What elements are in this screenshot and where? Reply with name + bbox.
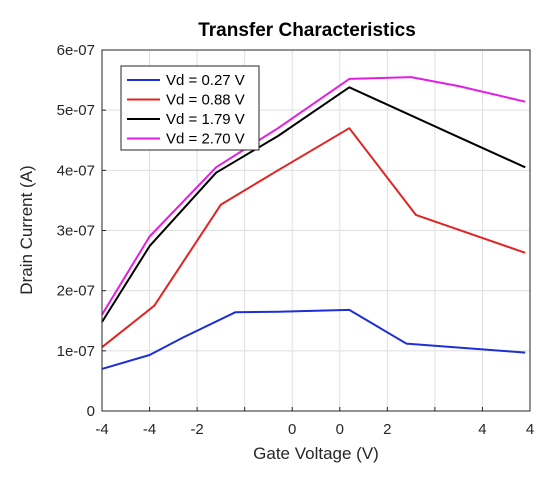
x-tick-label: 4 <box>526 421 534 438</box>
x-tick-label: -2 <box>190 421 203 438</box>
series-line-1 <box>101 308 526 370</box>
x-tick-label: 2 <box>383 421 391 438</box>
legend: Vd = 0.27 V Vd = 0.88 V Vd = 1.79 V Vd = 2.… <box>120 65 260 151</box>
y-tick-label: 5e-07 <box>57 102 95 119</box>
series-lines <box>101 76 526 370</box>
x-tick-label: -4 <box>95 421 108 438</box>
x-tick-label: 0 <box>336 421 344 438</box>
y-tick-label: 1e-07 <box>57 343 95 360</box>
x-tick-label: 0 <box>288 421 296 438</box>
y-tick-label: 0 <box>87 403 95 420</box>
y-axis-ticks: 0 1e-07 2e-07 3e-07 4e-07 5e-07 6e-07 <box>57 42 106 420</box>
chart-title: Transfer Characteristics <box>198 20 416 41</box>
y-tick-label: 3e-07 <box>57 223 95 240</box>
y-tick-label: 4e-07 <box>57 162 95 179</box>
series-line-3 <box>101 86 526 323</box>
series-line-4 <box>101 76 526 316</box>
legend-entry-3: Vd = 1.79 V <box>166 111 245 128</box>
series-line-2 <box>101 127 526 348</box>
x-axis-label: Gate Voltage (V) <box>253 444 379 463</box>
y-tick-label: 2e-07 <box>57 283 95 300</box>
x-tick-label: 4 <box>478 421 486 438</box>
legend-entry-2: Vd = 0.88 V <box>166 92 245 109</box>
y-axis-label: Drain Current (A) <box>17 165 36 294</box>
legend-entry-1: Vd = 0.27 V <box>166 72 245 89</box>
legend-entry-4: Vd = 2.70 V <box>166 131 245 148</box>
x-axis-ticks: -4 -4 -2 0 0 2 4 4 <box>95 407 534 438</box>
y-tick-label: 6e-07 <box>57 42 95 59</box>
x-tick-label: -4 <box>143 421 156 438</box>
